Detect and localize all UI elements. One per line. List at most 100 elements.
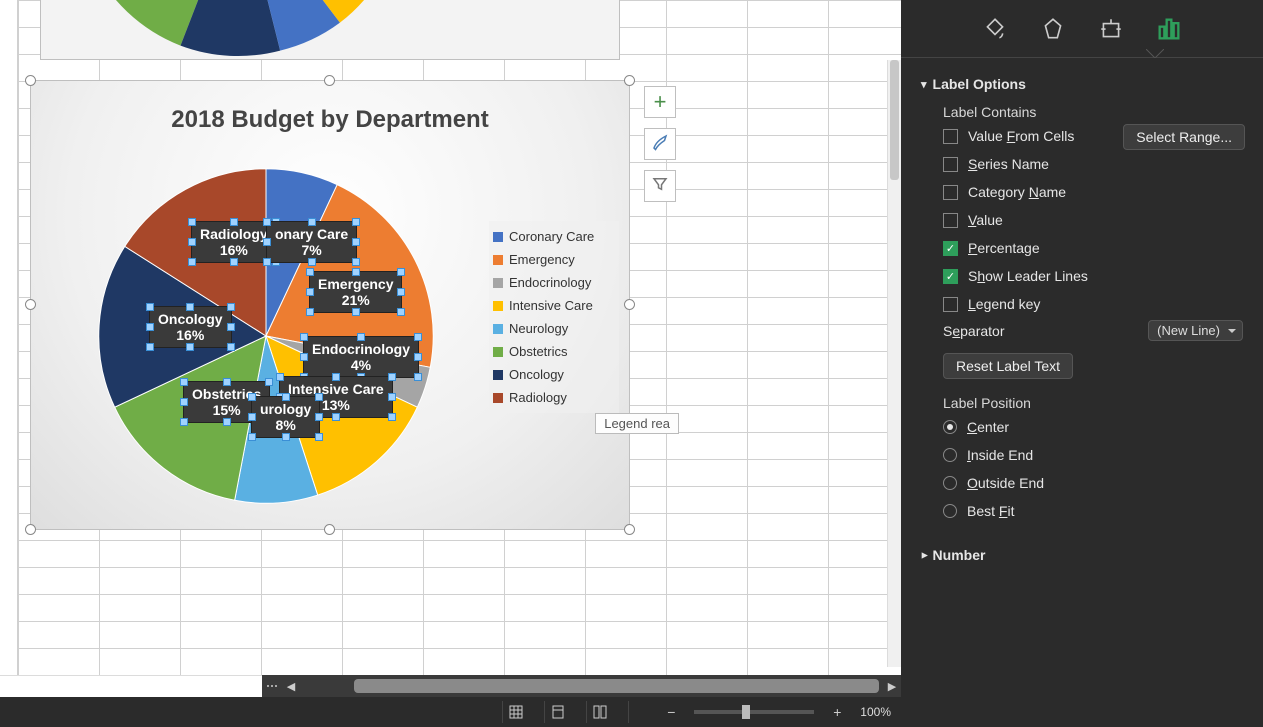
reset-label-text-button[interactable]: Reset Label Text — [943, 353, 1073, 379]
label-selection-handle[interactable] — [265, 378, 273, 386]
label-selection-handle[interactable] — [352, 268, 360, 276]
label-selection-handle[interactable] — [186, 303, 194, 311]
zoom-in-button[interactable]: + — [830, 704, 844, 720]
label-selection-handle[interactable] — [180, 378, 188, 386]
label-selection-handle[interactable] — [352, 258, 360, 266]
label-selection-handle[interactable] — [388, 373, 396, 381]
label-selection-handle[interactable] — [300, 333, 308, 341]
tab-size-icon[interactable] — [1096, 14, 1126, 44]
data-label[interactable]: urology8% — [251, 396, 320, 438]
checkbox-legend-key[interactable]: Legend key — [943, 296, 1243, 312]
label-selection-handle[interactable] — [180, 398, 188, 406]
label-selection-handle[interactable] — [315, 413, 323, 421]
label-selection-handle[interactable] — [180, 418, 188, 426]
data-label[interactable]: Emergency21% — [309, 271, 402, 313]
label-selection-handle[interactable] — [306, 288, 314, 296]
selection-handle[interactable] — [25, 524, 36, 535]
scrollbar-thumb[interactable] — [354, 679, 879, 693]
view-normal-button[interactable] — [502, 701, 528, 723]
selection-handle[interactable] — [324, 75, 335, 86]
zoom-level-label[interactable]: 100% — [860, 705, 891, 719]
zoom-slider[interactable] — [694, 710, 814, 714]
label-selection-handle[interactable] — [332, 413, 340, 421]
row-header-strip[interactable] — [0, 0, 18, 727]
legend-item[interactable]: Intensive Care — [491, 294, 617, 317]
view-page-break-button[interactable] — [586, 701, 612, 723]
label-selection-handle[interactable] — [308, 218, 316, 226]
worksheet-area[interactable]: 2018 Budget by Department Coronary CareE… — [0, 0, 901, 727]
label-selection-handle[interactable] — [306, 268, 314, 276]
label-selection-handle[interactable] — [352, 218, 360, 226]
legend-item[interactable]: Neurology — [491, 317, 617, 340]
label-selection-handle[interactable] — [300, 353, 308, 361]
chart-quick-filter-button[interactable] — [644, 170, 676, 202]
selection-handle[interactable] — [25, 299, 36, 310]
data-label[interactable]: onary Care7% — [266, 221, 357, 263]
label-selection-handle[interactable] — [146, 323, 154, 331]
checkbox-series-name[interactable]: Series Name — [943, 156, 1243, 172]
selection-handle[interactable] — [624, 524, 635, 535]
radio-inside-end[interactable]: Inside End — [943, 447, 1243, 463]
label-selection-handle[interactable] — [282, 393, 290, 401]
label-selection-handle[interactable] — [188, 258, 196, 266]
label-selection-handle[interactable] — [223, 378, 231, 386]
label-selection-handle[interactable] — [146, 343, 154, 351]
label-selection-handle[interactable] — [188, 218, 196, 226]
chart-object-top[interactable] — [40, 0, 620, 60]
label-selection-handle[interactable] — [357, 333, 365, 341]
checkbox-percentage[interactable]: ✓ Percentage — [943, 240, 1243, 256]
label-selection-handle[interactable] — [188, 238, 196, 246]
label-selection-handle[interactable] — [352, 238, 360, 246]
chart-quick-style-button[interactable] — [644, 128, 676, 160]
label-selection-handle[interactable] — [315, 393, 323, 401]
scroll-right-icon[interactable]: ▶ — [883, 675, 901, 697]
selection-handle[interactable] — [324, 524, 335, 535]
label-selection-handle[interactable] — [397, 268, 405, 276]
scroll-left-icon[interactable]: ◀ — [282, 675, 300, 697]
label-selection-handle[interactable] — [308, 258, 316, 266]
legend-item[interactable]: Radiology — [491, 386, 617, 409]
label-selection-handle[interactable] — [414, 373, 422, 381]
legend-item[interactable]: Obstetrics — [491, 340, 617, 363]
label-selection-handle[interactable] — [248, 393, 256, 401]
label-selection-handle[interactable] — [146, 303, 154, 311]
label-selection-handle[interactable] — [397, 288, 405, 296]
label-selection-handle[interactable] — [223, 418, 231, 426]
section-number[interactable]: ▾Number — [921, 537, 1243, 569]
section-label-options[interactable]: ▾Label Options — [921, 66, 1243, 98]
tab-chart-options-icon[interactable] — [1154, 14, 1184, 44]
label-selection-handle[interactable] — [230, 218, 238, 226]
vertical-scrollbar[interactable] — [887, 60, 901, 667]
checkbox-value[interactable]: Value — [943, 212, 1243, 228]
sheet-tab-handle[interactable] — [262, 675, 282, 697]
label-selection-handle[interactable] — [414, 353, 422, 361]
label-selection-handle[interactable] — [352, 308, 360, 316]
label-selection-handle[interactable] — [248, 433, 256, 441]
label-selection-handle[interactable] — [306, 308, 314, 316]
checkbox-show-leader-lines[interactable]: ✓ Show Leader Lines — [943, 268, 1243, 284]
separator-select[interactable]: (New Line) — [1148, 320, 1243, 341]
legend-item[interactable]: Oncology — [491, 363, 617, 386]
label-selection-handle[interactable] — [388, 413, 396, 421]
label-selection-handle[interactable] — [388, 393, 396, 401]
legend-item[interactable]: Coronary Care — [491, 225, 617, 248]
label-selection-handle[interactable] — [315, 433, 323, 441]
label-selection-handle[interactable] — [227, 303, 235, 311]
radio-outside-end[interactable]: Outside End — [943, 475, 1243, 491]
data-label[interactable]: Endocrinology4% — [303, 336, 419, 378]
label-selection-handle[interactable] — [332, 373, 340, 381]
horizontal-scrollbar[interactable]: ◀ ▶ — [0, 675, 901, 697]
label-selection-handle[interactable] — [227, 323, 235, 331]
select-range-button[interactable]: Select Range... — [1123, 124, 1245, 150]
chart-object-main[interactable]: 2018 Budget by Department Coronary CareE… — [30, 80, 630, 530]
zoom-out-button[interactable]: − — [664, 704, 678, 720]
label-selection-handle[interactable] — [263, 258, 271, 266]
selection-handle[interactable] — [624, 75, 635, 86]
radio-best-fit[interactable]: Best Fit — [943, 503, 1243, 519]
chart-quick-add-button[interactable]: + — [644, 86, 676, 118]
label-selection-handle[interactable] — [230, 258, 238, 266]
label-selection-handle[interactable] — [186, 343, 194, 351]
label-selection-handle[interactable] — [414, 333, 422, 341]
label-selection-handle[interactable] — [282, 433, 290, 441]
tab-effects-icon[interactable] — [1038, 14, 1068, 44]
